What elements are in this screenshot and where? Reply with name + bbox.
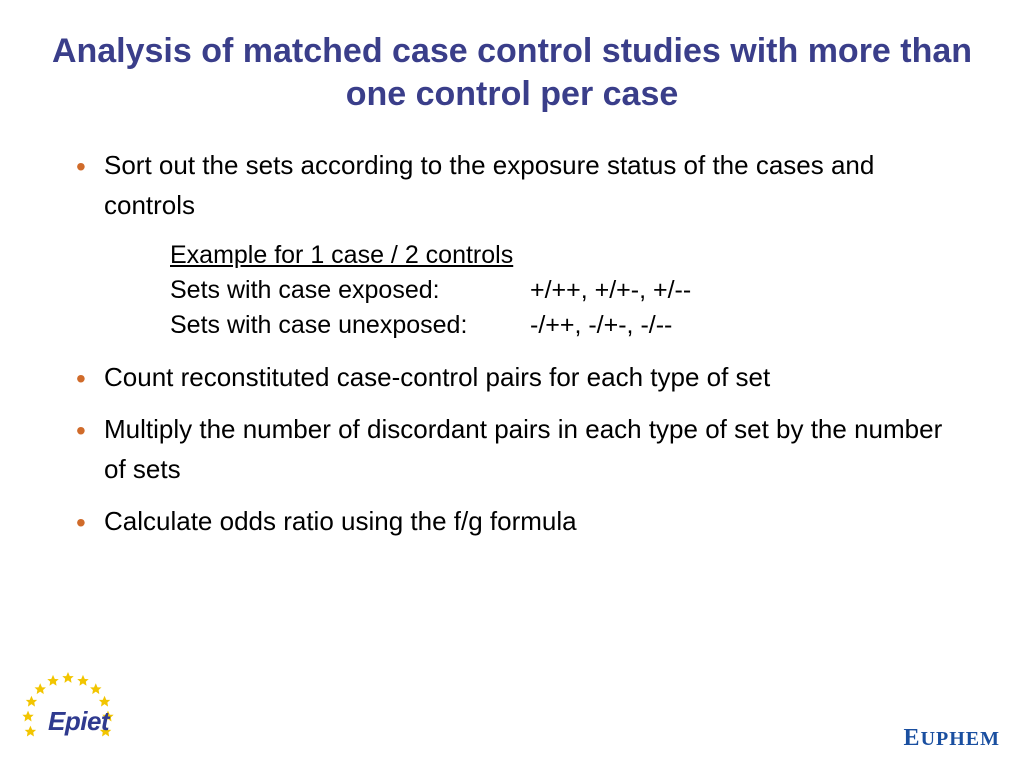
footer: Epiet EUPHEM — [0, 672, 1024, 768]
slide-body: Sort out the sets according to the expos… — [0, 135, 1024, 542]
example-row-values: +/++, +/+-, +/-- — [530, 273, 691, 308]
example-row-values: -/++, -/+-, -/-- — [530, 308, 672, 343]
bullet-list: Count reconstituted case-control pairs f… — [70, 357, 954, 542]
bullet-item: Multiply the number of discordant pairs … — [70, 409, 954, 490]
bullet-text: Multiply the number of discordant pairs … — [104, 414, 942, 484]
bullet-item: Count reconstituted case-control pairs f… — [70, 357, 954, 397]
epiet-logo: Epiet — [18, 668, 138, 752]
bullet-item: Sort out the sets according to the expos… — [70, 145, 954, 226]
bullet-item: Calculate odds ratio using the f/g formu… — [70, 501, 954, 541]
epiet-logo-text: Epiet — [48, 706, 109, 737]
example-block: Example for 1 case / 2 controls Sets wit… — [170, 238, 954, 343]
euphem-logo-e: E — [904, 725, 921, 751]
bullet-text: Count reconstituted case-control pairs f… — [104, 362, 770, 392]
bullet-text: Calculate odds ratio using the f/g formu… — [104, 506, 577, 536]
example-row-label: Sets with case unexposed: — [170, 308, 530, 343]
euphem-logo-rest: UPHEM — [921, 728, 1000, 750]
bullet-text: Sort out the sets according to the expos… — [104, 150, 874, 220]
example-heading: Example for 1 case / 2 controls — [170, 238, 954, 273]
slide-title: Analysis of matched case control studies… — [0, 0, 1024, 135]
example-row: Sets with case exposed: +/++, +/+-, +/-- — [170, 273, 954, 308]
euphem-logo: EUPHEM — [904, 725, 1000, 752]
example-row-label: Sets with case exposed: — [170, 273, 530, 308]
example-row: Sets with case unexposed: -/++, -/+-, -/… — [170, 308, 954, 343]
bullet-list: Sort out the sets according to the expos… — [70, 145, 954, 226]
